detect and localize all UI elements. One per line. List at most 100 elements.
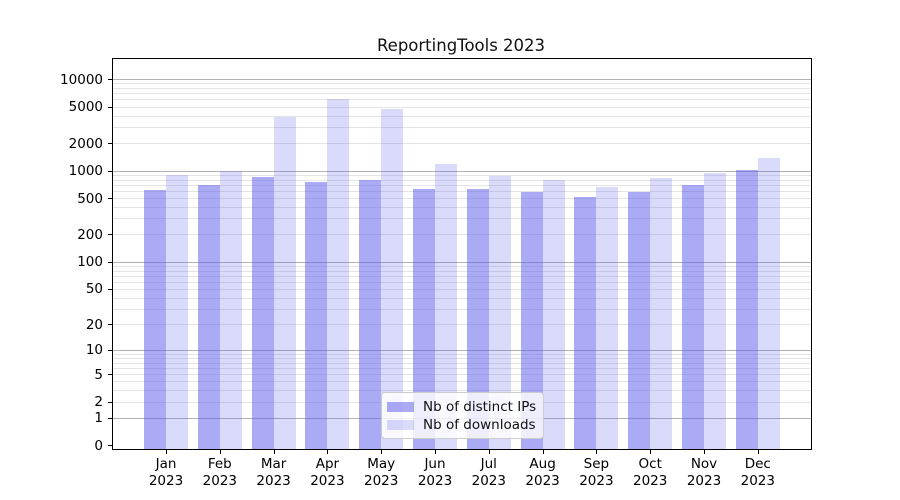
bar-jan-ips — [144, 190, 166, 449]
x-tick — [596, 450, 598, 454]
y-tick — [108, 170, 112, 172]
x-tick — [219, 450, 221, 454]
minor-gridline — [113, 198, 811, 200]
y-tick — [108, 143, 112, 145]
y-tick — [108, 445, 112, 447]
bar-jul-ips — [466, 188, 489, 449]
minor-gridline — [113, 184, 811, 186]
x-tick-label: Aug 2023 — [525, 456, 560, 489]
y-tick-label: 5000 — [68, 99, 103, 116]
y-tick — [108, 324, 112, 326]
x-tick-label: May 2023 — [364, 456, 399, 489]
x-tick — [704, 450, 705, 454]
legend-swatch-distinct-ips — [387, 402, 414, 412]
y-tick — [108, 349, 112, 351]
y-tick — [108, 288, 112, 290]
bar-jul-downloads — [488, 176, 511, 449]
major-gridline — [113, 79, 811, 81]
minor-gridline — [113, 83, 811, 85]
bar-oct-ips — [628, 192, 651, 449]
y-tick-label: 200 — [77, 226, 103, 243]
y-tick-label: 2 — [94, 394, 103, 411]
plot-area: 0 1 2 5 10 20 50 100 200 500 1000 2000 5000 10000 Jan … — [60, 58, 812, 489]
bar-aug-ips — [520, 191, 543, 449]
minor-gridline — [113, 308, 811, 310]
minor-gridline — [113, 281, 811, 283]
y-tick — [108, 261, 112, 263]
x-tick-label: Jun 2023 — [417, 456, 453, 489]
y-tick-label: 100 — [77, 254, 103, 271]
y-tick-label: 10 — [85, 342, 103, 359]
x-tick-label: Mar 2023 — [256, 456, 291, 489]
legend-label-distinct-ips: Nb of distinct IPs — [423, 399, 537, 415]
bar-may-ips — [359, 180, 382, 449]
x-tick-label: Jan 2023 — [148, 456, 184, 489]
y-tick — [108, 106, 112, 108]
legend-item-distinct-ips: Nb of distinct IPs — [387, 399, 537, 415]
minor-gridline — [113, 270, 811, 272]
bar-mar-ips — [251, 177, 274, 449]
x-tick — [435, 450, 436, 454]
minor-gridline — [113, 357, 811, 359]
bar-sep-downloads — [596, 186, 619, 449]
chart-title: ReportingTools 2023 — [376, 36, 546, 55]
legend-swatch-downloads — [387, 420, 414, 430]
minor-gridline — [113, 297, 811, 299]
x-tick-label: Nov 2023 — [686, 456, 722, 489]
x-tick-label: Dec 2023 — [740, 456, 775, 489]
y-tick-label: 0 — [94, 437, 103, 454]
legend-item-downloads: Nb of downloads — [387, 417, 537, 433]
x-tick — [757, 450, 759, 454]
bar-mar-downloads — [273, 117, 296, 449]
major-gridline — [113, 261, 811, 263]
minor-gridline — [113, 179, 811, 181]
legend-label-downloads: Nb of downloads — [423, 417, 536, 433]
x-tick-label: Oct 2023 — [633, 456, 668, 489]
x-tick — [273, 450, 275, 454]
bar-nov-ips — [682, 185, 704, 449]
minor-gridline — [113, 234, 811, 236]
y-tick-label: 500 — [77, 190, 103, 207]
major-gridline — [113, 349, 811, 351]
x-tick-label: Feb 2023 — [202, 456, 237, 489]
y-tick — [108, 401, 112, 403]
bar-sep-ips — [574, 197, 597, 449]
x-tick — [488, 450, 490, 454]
bar-apr-ips — [305, 181, 328, 449]
minor-gridline — [113, 381, 811, 383]
y-tick-label: 5 — [94, 366, 103, 383]
bar-feb-ips — [197, 185, 220, 449]
bar-dec-downloads — [757, 158, 780, 449]
y-tick-label: 1 — [94, 410, 103, 427]
y-tick — [108, 417, 112, 419]
x-tick — [381, 450, 383, 454]
y-tick-label: 2000 — [68, 135, 103, 152]
y-tick-label: 10000 — [60, 71, 103, 88]
minor-gridline — [113, 93, 811, 95]
x-tick — [650, 450, 652, 454]
minor-gridline — [113, 218, 811, 220]
y-tick-label: 1000 — [68, 163, 103, 180]
minor-gridline — [113, 265, 811, 267]
minor-gridline — [113, 106, 811, 108]
legend: Nb of distinct IPs Nb of downloads — [381, 392, 544, 439]
x-tick-label: Apr 2023 — [310, 456, 345, 489]
y-tick-label: 50 — [85, 281, 103, 298]
minor-gridline — [113, 115, 811, 117]
x-tick — [542, 450, 544, 454]
minor-gridline — [113, 374, 811, 375]
bar-may-downloads — [381, 108, 404, 449]
minor-gridline — [113, 174, 811, 176]
x-tick-label: Sep 2023 — [579, 456, 614, 489]
minor-gridline — [113, 143, 811, 145]
bar-dec-ips — [735, 169, 758, 449]
bar-nov-downloads — [704, 173, 726, 449]
minor-gridline — [113, 275, 811, 277]
minor-gridline — [113, 390, 811, 392]
minor-gridline — [113, 127, 811, 128]
minor-gridline — [113, 367, 811, 369]
minor-gridline — [113, 99, 811, 101]
minor-gridline — [113, 353, 811, 355]
minor-gridline — [113, 190, 811, 192]
